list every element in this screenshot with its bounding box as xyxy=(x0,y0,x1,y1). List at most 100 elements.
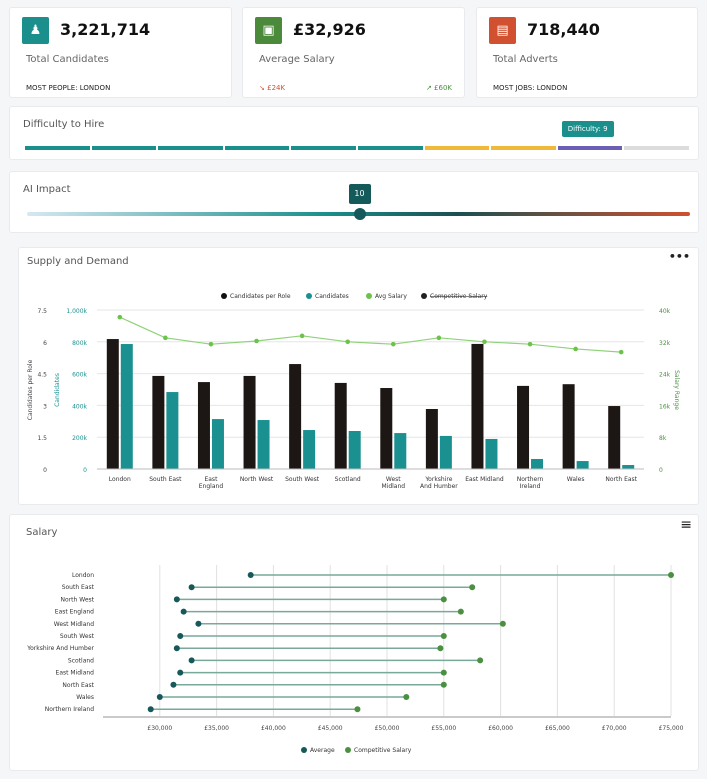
competitive-salary-point xyxy=(437,645,444,652)
total-candidates-label: Total Candidates xyxy=(26,54,109,65)
difficulty-segment xyxy=(557,146,623,150)
difficulty-segment xyxy=(624,146,689,150)
difficulty-card: Difficulty to Hire Difficulty: 9 xyxy=(9,106,699,160)
x-tick-label: West xyxy=(386,476,401,483)
avg-salary-point xyxy=(208,341,214,347)
bar-candidates xyxy=(166,392,179,469)
legend-marker xyxy=(421,293,427,299)
legend-item[interactable]: Competitive Salary xyxy=(354,747,412,754)
left-tick: 7.5 xyxy=(37,308,47,315)
avg-salary-line xyxy=(119,316,622,353)
candidates-axis-label: Candidates xyxy=(54,373,61,407)
difficulty-segment xyxy=(424,146,490,150)
x-tick-label: East xyxy=(204,476,218,483)
bar-candidates-per-role xyxy=(517,385,530,469)
bar-candidates-per-role xyxy=(471,343,484,469)
average-point xyxy=(188,657,195,664)
most-jobs-footer: MOST JOBS: LONDON xyxy=(493,84,568,92)
category-label: South West xyxy=(60,633,95,640)
supply-demand-card: Supply and Demand ••• 0 0 0 1.5 200k 8k 3 400k 1… xyxy=(18,247,699,505)
x-tick-label: Wales xyxy=(567,476,585,483)
difficulty-segment xyxy=(25,146,90,150)
x-tick-label: Midland xyxy=(381,483,405,490)
legend-item[interactable]: Competitive Salary xyxy=(430,293,488,300)
bar-candidates-per-role xyxy=(608,406,621,469)
left-tick: 3 xyxy=(43,403,47,410)
bar-candidates xyxy=(303,430,316,469)
average-point xyxy=(173,645,180,652)
x-tick-label: Northern xyxy=(517,476,544,483)
competitive-salary-point xyxy=(403,694,410,700)
salary-high-value: £60K xyxy=(434,84,452,92)
category-label: London xyxy=(72,572,94,579)
competitive-salary-point xyxy=(440,596,447,603)
average-point xyxy=(177,633,184,639)
x-tick-label: £45,000 xyxy=(318,725,343,732)
average-point xyxy=(180,608,187,615)
candidates-tick: 600k xyxy=(72,372,87,379)
legend-item[interactable]: Candidates per Role xyxy=(230,293,291,300)
avg-salary-point xyxy=(299,333,305,339)
x-tick-label: Scotland xyxy=(335,476,361,483)
x-tick-label: London xyxy=(109,476,131,483)
category-label: Scotland xyxy=(68,657,94,664)
category-label: East Midland xyxy=(56,670,95,677)
competitive-salary-point xyxy=(477,657,484,664)
bar-candidates xyxy=(211,419,224,469)
salary-tick: 32k xyxy=(659,340,671,347)
x-tick-label: £70,000 xyxy=(602,725,627,732)
competitive-salary-point xyxy=(457,608,464,615)
avg-salary-point xyxy=(573,346,578,352)
supply-demand-chart: 0 0 0 1.5 200k 8k 3 400k 16k 4.5 600k 24k 6 800k 32k 7.… xyxy=(27,293,680,490)
difficulty-segment xyxy=(158,146,223,150)
competitive-salary-point xyxy=(469,584,476,591)
competitive-salary-point xyxy=(440,669,447,676)
x-tick-label: £65,000 xyxy=(545,725,570,732)
x-tick-label: And Humber xyxy=(420,483,458,490)
bar-candidates-per-role xyxy=(243,375,256,469)
total-adverts-card: ▤ 718,440 Total Adverts MOST JOBS: LONDO… xyxy=(476,7,698,98)
avg-salary-point xyxy=(618,349,624,355)
x-tick-label: South West xyxy=(285,476,320,483)
candidates-tick: 0 xyxy=(83,467,87,474)
salary-tick: 16k xyxy=(659,403,671,410)
legend-item[interactable]: Candidates xyxy=(315,293,349,300)
category-label: South East xyxy=(62,584,95,591)
salary-chart: £30,000 £35,000 £40,000 £45,000 £50,000 £55,0… xyxy=(26,565,684,754)
difficulty-title: Difficulty to Hire xyxy=(23,119,105,130)
average-point xyxy=(170,681,177,688)
legend-item[interactable]: Avg Salary xyxy=(375,293,407,300)
avg-salary-point xyxy=(390,341,396,347)
average-point xyxy=(247,572,254,578)
legend-item[interactable]: Average xyxy=(310,747,335,754)
candidates-tick: 400k xyxy=(72,403,87,410)
total-candidates-value: 3,221,714 xyxy=(60,20,151,39)
more-options-button[interactable]: ••• xyxy=(668,250,690,263)
money-icon: ▣ xyxy=(255,17,282,44)
legend-marker xyxy=(366,293,372,299)
bar-candidates-per-role xyxy=(197,382,210,469)
x-tick-label: North East xyxy=(605,476,637,483)
salary-tick: 24k xyxy=(659,372,671,379)
average-point xyxy=(188,584,195,591)
bar-candidates-per-role xyxy=(334,382,347,469)
bar-candidates xyxy=(348,430,361,469)
x-tick-label: Ireland xyxy=(520,483,541,490)
bar-candidates xyxy=(257,420,270,469)
average-point xyxy=(156,694,163,700)
difficulty-segment xyxy=(358,146,423,150)
bar-candidates xyxy=(394,433,407,469)
category-label: Yorkshire And Humber xyxy=(26,645,94,652)
legend-marker xyxy=(301,747,307,753)
avg-salary-point xyxy=(117,314,123,320)
trend-up-icon: ↗ xyxy=(425,84,432,92)
ai-impact-slider-thumb[interactable] xyxy=(353,208,366,220)
bar-candidates xyxy=(531,458,544,469)
avg-salary-point xyxy=(436,335,442,341)
salary-axis-label: Salary Range xyxy=(673,370,680,410)
average-point xyxy=(173,596,180,603)
bar-candidates xyxy=(485,438,498,469)
salary-tick: 0 xyxy=(659,467,663,474)
chart-menu-button[interactable]: ≡ xyxy=(680,517,692,533)
difficulty-tooltip: Difficulty: 9 xyxy=(561,121,614,137)
